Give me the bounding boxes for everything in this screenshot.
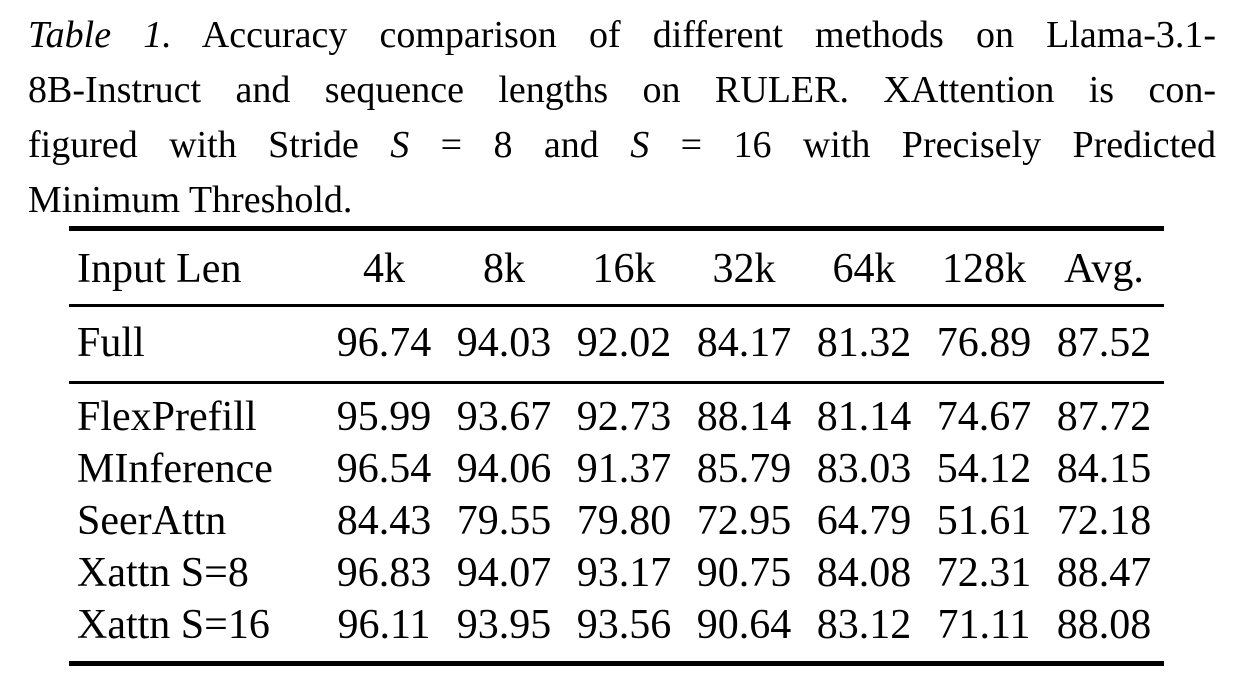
metric-cell: 88.14 bbox=[696, 394, 792, 440]
metric-cell: 96.11 bbox=[337, 602, 431, 648]
metric-cell: 72.31 bbox=[936, 550, 1032, 596]
metric-cell: 93.56 bbox=[576, 602, 672, 648]
metric-cell: 84.15 bbox=[1056, 446, 1152, 492]
table-row-flexprefill: FlexPrefill 95.99 93.67 92.73 88.14 81.1… bbox=[69, 383, 1164, 444]
caption-line-3-pre: figured with Stride bbox=[28, 124, 391, 166]
metric-cell: 84.43 bbox=[336, 498, 432, 544]
caption-line-3-mid1: = 8 and bbox=[409, 124, 631, 166]
metric-cell: 83.03 bbox=[816, 446, 912, 492]
caption-table-label: Table 1. bbox=[28, 14, 172, 56]
metric-cell: 88.47 bbox=[1056, 550, 1152, 596]
metric-cell: 96.74 bbox=[336, 320, 432, 366]
stride-symbol-2: S bbox=[630, 124, 650, 166]
table-row-xattn-s16: Xattn S=16 96.11 93.95 93.56 90.64 83.12… bbox=[69, 599, 1164, 664]
metric-cell: 88.08 bbox=[1056, 602, 1152, 648]
metric-cell: 96.54 bbox=[336, 446, 432, 492]
metric-cell: 74.67 bbox=[936, 394, 1032, 440]
col-header-16k: 16k bbox=[592, 246, 656, 292]
stride-symbol-1: S bbox=[390, 124, 410, 166]
metric-cell: 94.07 bbox=[456, 550, 552, 596]
metric-cell: 90.64 bbox=[696, 602, 792, 648]
metric-cell: 92.02 bbox=[576, 320, 672, 366]
metric-cell: 51.61 bbox=[936, 498, 1032, 544]
metric-cell: 72.18 bbox=[1056, 498, 1152, 544]
metric-cell: 95.99 bbox=[336, 394, 432, 440]
col-header-4k: 4k bbox=[363, 246, 405, 292]
table-row-minference: MInference 96.54 94.06 91.37 85.79 83.03… bbox=[69, 443, 1164, 495]
results-table: Input Len 4k 8k 16k 32k 64k 128k Avg. Fu… bbox=[69, 226, 1164, 666]
metric-cell: 87.52 bbox=[1056, 320, 1152, 366]
caption-line-2: 8B-Instruct and sequence lengths on RULE… bbox=[28, 69, 1216, 111]
metric-cell: 87.72 bbox=[1056, 394, 1152, 440]
table-row-full: Full 96.74 94.03 92.02 84.17 81.32 76.89… bbox=[69, 306, 1164, 383]
caption-line-1-text: Accuracy comparison of different methods… bbox=[171, 14, 1216, 56]
metric-cell: 54.12 bbox=[936, 446, 1032, 492]
row-label: Xattn S=16 bbox=[77, 602, 270, 648]
row-label: Xattn S=8 bbox=[77, 550, 249, 596]
caption-line-1: Table 1. Accuracy comparison of differen… bbox=[28, 8, 1216, 63]
metric-cell: 79.55 bbox=[456, 498, 552, 544]
metric-cell: 76.89 bbox=[936, 320, 1032, 366]
col-header-avg: Avg. bbox=[1064, 246, 1144, 292]
table-row-xattn-s8: Xattn S=8 96.83 94.07 93.17 90.75 84.08 … bbox=[69, 547, 1164, 599]
metric-cell: 93.17 bbox=[576, 550, 672, 596]
row-label: SeerAttn bbox=[77, 498, 227, 544]
row-label: FlexPrefill bbox=[77, 394, 257, 440]
caption-line-3-mid2: = 16 with Precisely Predicted bbox=[649, 124, 1217, 166]
metric-cell: 93.67 bbox=[456, 394, 552, 440]
table-caption: Table 1. Accuracy comparison of differen… bbox=[28, 8, 1216, 228]
metric-cell: 84.08 bbox=[816, 550, 912, 596]
metric-cell: 81.32 bbox=[816, 320, 912, 366]
row-label: MInference bbox=[77, 446, 273, 492]
metric-cell: 94.03 bbox=[456, 320, 552, 366]
row-label: Full bbox=[77, 320, 145, 366]
col-header-input-len: Input Len bbox=[77, 246, 242, 292]
table-row-seerattn: SeerAttn 84.43 79.55 79.80 72.95 64.79 5… bbox=[69, 495, 1164, 547]
metric-cell: 72.95 bbox=[696, 498, 792, 544]
metric-cell: 79.80 bbox=[576, 498, 672, 544]
caption-line-4: Minimum Threshold. bbox=[28, 179, 353, 221]
metric-cell: 85.79 bbox=[696, 446, 792, 492]
col-header-64k: 64k bbox=[832, 246, 896, 292]
header-row: Input Len 4k 8k 16k 32k 64k 128k Avg. bbox=[69, 229, 1164, 306]
metric-cell: 96.83 bbox=[336, 550, 432, 596]
metric-cell: 84.17 bbox=[696, 320, 792, 366]
metric-cell: 92.73 bbox=[576, 394, 672, 440]
metric-cell: 91.37 bbox=[576, 446, 672, 492]
metric-cell: 81.14 bbox=[816, 394, 912, 440]
metric-cell: 83.12 bbox=[816, 602, 912, 648]
metric-cell: 64.79 bbox=[816, 498, 912, 544]
col-header-8k: 8k bbox=[483, 246, 525, 292]
metric-cell: 90.75 bbox=[696, 550, 792, 596]
col-header-128k: 128k bbox=[942, 246, 1026, 292]
col-header-32k: 32k bbox=[712, 246, 776, 292]
caption-line-3: figured with Stride S = 8 and S = 16 wit… bbox=[28, 118, 1216, 173]
metric-cell: 71.11 bbox=[937, 602, 1031, 648]
metric-cell: 94.06 bbox=[456, 446, 552, 492]
metric-cell: 93.95 bbox=[456, 602, 552, 648]
